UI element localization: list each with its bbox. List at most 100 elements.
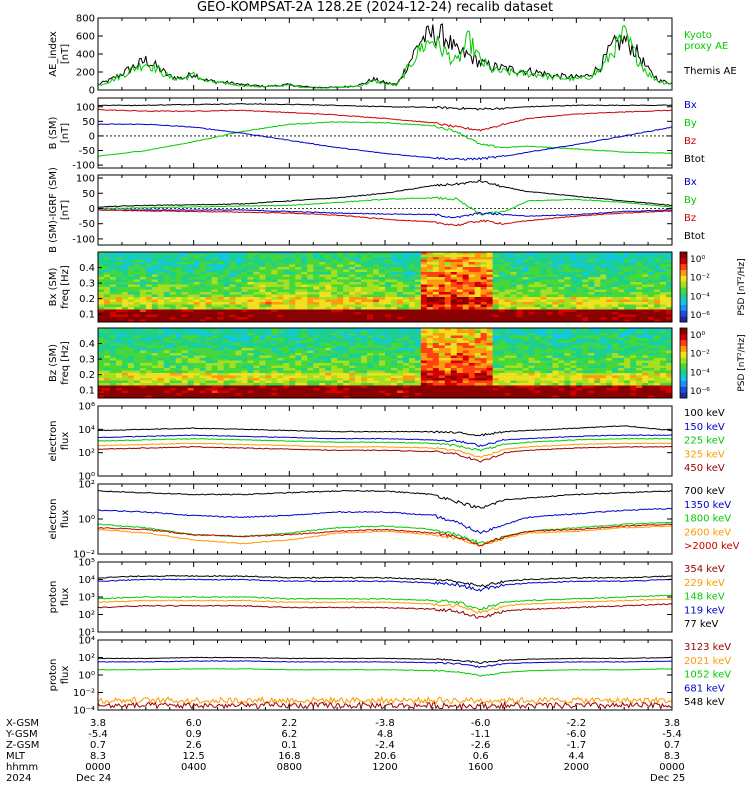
y-tick-label: 10³: [78, 593, 95, 604]
x-axis-row-label: MLT: [6, 751, 26, 762]
legend-entry: Bx: [684, 100, 697, 111]
legend-entry: 225 keV: [684, 436, 725, 447]
y-tick-label: 100: [76, 174, 95, 185]
y-axis-label: flux: [60, 666, 71, 685]
legend-entry: 1350 keV: [684, 500, 731, 511]
y-tick-label: 10²: [78, 653, 95, 664]
series-line: [98, 660, 672, 669]
series-line: [98, 598, 672, 614]
panel-prot_high: proton flux 10⁻⁴ 10⁻² 10⁰ 10² 10⁴ 3123 keV 2021 …: [48, 636, 731, 717]
series-line: [98, 24, 672, 89]
y-tick-label: 0.2: [79, 370, 95, 381]
legend-entry: 700 keV: [684, 486, 725, 497]
y-axis-label: Bx (SM): [48, 268, 59, 307]
legend-entry: By: [684, 195, 697, 206]
x-axis-value: Dec 24: [76, 773, 111, 784]
y-tick-label: 0: [89, 204, 95, 215]
y-tick-label: 10⁰: [78, 515, 95, 526]
y-tick-label: 50: [82, 189, 95, 200]
y-tick-label: 10⁶: [78, 402, 95, 413]
y-tick-label: -50: [79, 219, 95, 230]
series-line: [98, 656, 672, 665]
colorbar: 10⁰ 10⁻² 10⁻⁴ 10⁻⁶ PSD [nT²/Hz]: [679, 327, 747, 399]
x-axis-value: 0.1: [281, 740, 297, 751]
legend-entry: 100 keV: [684, 408, 725, 419]
legend-entry: 229 keV: [684, 578, 725, 589]
y-axis-label: flux: [60, 588, 71, 607]
y-tick-label: 0.4: [79, 263, 95, 274]
legend-entry: 450 keV: [684, 463, 725, 474]
colorbar-tick-label: 10⁻²: [690, 350, 710, 360]
y-axis-label: freq [Hz]: [60, 265, 71, 309]
legend-entry: By: [684, 118, 697, 129]
x-axis-value: 4.8: [377, 729, 393, 740]
x-axis-value: -6.0: [567, 729, 587, 740]
panel-prot_low: proton flux 10¹ 10² 10³ 10⁴ 10⁵ 354 keV 229 keV 1…: [48, 558, 725, 639]
y-tick-label: 800: [76, 14, 95, 25]
y-axis-label: [nT]: [60, 200, 71, 220]
x-axis-value: 0000: [85, 762, 110, 773]
x-axis-value: -2.4: [375, 740, 395, 751]
series-line: [98, 123, 672, 161]
legend-entry: 681 keV: [684, 683, 725, 694]
y-tick-label: 10⁻⁴: [73, 706, 95, 717]
x-axis-value: -2.2: [567, 718, 587, 729]
y-tick-label: 10⁻²: [73, 688, 95, 699]
legend-entry: 150 keV: [684, 422, 725, 433]
y-tick-label: 0.1: [79, 386, 95, 397]
x-axis-value: -5.4: [88, 729, 108, 740]
x-axis-value: 1200: [372, 762, 397, 773]
y-tick-label: 0.4: [79, 339, 95, 350]
y-tick-label: 50: [82, 117, 95, 128]
x-axis-value: -1.7: [567, 740, 587, 751]
x-axis-value: 16.8: [278, 751, 300, 762]
legend-entry: Bz: [684, 136, 696, 147]
x-axis-value: 3.8: [90, 718, 106, 729]
x-axis-value: -5.4: [662, 729, 682, 740]
series-line: [98, 434, 672, 447]
y-axis-label: flux: [60, 510, 71, 529]
y-axis-label: B (SM): [48, 116, 59, 149]
legend-entry: 3123 keV: [684, 642, 731, 653]
x-axis-value: 3.8: [664, 718, 680, 729]
x-axis-value: 2.2: [281, 718, 297, 729]
legend-prot_high: 3123 keV 2021 keV 1052 keV 681 keV 548 keV: [684, 642, 731, 708]
y-tick-label: 0.2: [79, 294, 95, 305]
legend-entry: 1800 keV: [684, 514, 731, 525]
y-tick-label: 400: [76, 50, 95, 61]
x-axis-value: -2.6: [471, 740, 491, 751]
x-axis-value: -6.0: [471, 718, 491, 729]
legend-entry: Bz: [684, 213, 696, 224]
y-axis-label: [nT]: [60, 123, 71, 143]
panel-spec_bx: Bx (SM) freq [Hz]0.10.20.30.410⁰10⁻²10⁻⁴1…: [48, 251, 747, 323]
x-axis-value: 2000: [564, 762, 589, 773]
y-axis-label: proton: [48, 659, 59, 692]
legend-entry: 354 keV: [684, 564, 725, 575]
series-line: [98, 489, 672, 509]
series-line: [98, 523, 672, 547]
y-tick-label: 10⁴: [78, 425, 95, 436]
y-axis-label: proton: [48, 581, 59, 614]
series-line: [98, 179, 672, 208]
y-axis-label: B (SM)-IGRF (SM): [48, 167, 59, 253]
series-line: [98, 445, 672, 463]
legend-bsm: Bx By Bz Btot: [684, 100, 705, 165]
legend-entry: proxy AE: [684, 41, 728, 52]
y-tick-label: -50: [79, 146, 95, 157]
x-axis-row-label: Y-GSM: [5, 729, 38, 740]
y-tick-label: 10¹: [78, 628, 95, 639]
y-tick-label: 600: [76, 32, 95, 43]
y-axis-label: AE_index: [48, 31, 59, 77]
colorbar-tick-label: 10⁻²: [690, 274, 710, 284]
y-tick-label: 10²: [78, 610, 95, 621]
x-axis-value: 8.3: [90, 751, 106, 762]
x-axis-row-label: X-GSM: [6, 718, 39, 729]
series-line: [98, 668, 672, 677]
y-tick-label: 10⁻²: [73, 550, 95, 561]
colorbar-tick-label: 10⁻⁴: [690, 292, 710, 302]
legend-entry: Kyoto: [684, 30, 712, 41]
legend-elec_low: 100 keV 150 keV 225 keV 325 keV 450 keV: [684, 408, 725, 474]
panel-bsm: B (SM) [nT] -100 -50 0 50 100 Bx By Bz Btot: [48, 97, 705, 172]
